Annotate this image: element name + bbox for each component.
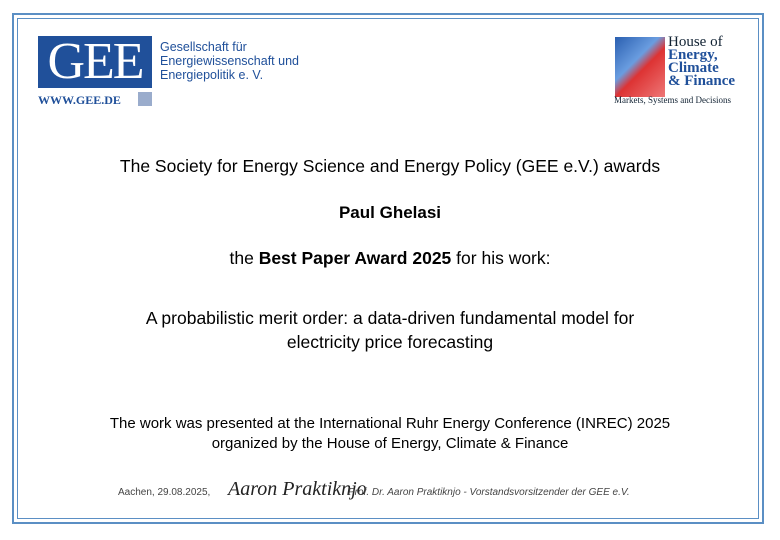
name-line: Energiepolitik e. V.	[160, 68, 264, 82]
title-line: A probabilistic merit order: a data-driv…	[145, 308, 635, 328]
gee-url: WWW.GEE.DE	[38, 93, 121, 107]
presented: The work was presented at the Internatio…	[0, 414, 780, 454]
signature: Aaron Praktiknjo	[228, 478, 367, 500]
frame	[12, 13, 764, 524]
intro: The Society for Energy Science and Energ…	[119, 156, 661, 176]
logo-line: Climate	[668, 60, 719, 76]
logo-line: House of	[668, 34, 723, 50]
frame	[17, 18, 759, 519]
recipient: Paul Ghelasi	[338, 203, 442, 222]
presented-line: organized by the House of Energy, Climat…	[211, 435, 569, 452]
name-line: Gesellschaft für	[160, 40, 247, 54]
hoe-logo: House of Energy, Climate & Finance	[668, 34, 736, 89]
logo-line: Energy,	[668, 47, 718, 63]
logo-line: & Finance	[668, 73, 736, 89]
hoe-tagline: Markets, Systems and Decisions	[614, 95, 731, 105]
gee-logo: GEE	[38, 36, 152, 88]
gee-name: Gesellschaft für Energiewissenschaft und…	[160, 40, 299, 82]
text: for his work:	[456, 248, 551, 268]
place-date: Aachen, 29.08.2025,	[118, 487, 211, 498]
logo-square	[138, 92, 152, 106]
award-line: the Best Paper Award 2025 for his work:	[0, 248, 780, 269]
name-line: Energiewissenschaft und	[160, 54, 299, 68]
title-line: electricity price forecasting	[286, 332, 494, 352]
text: the	[229, 248, 254, 268]
presented-line: The work was presented at the Internatio…	[109, 415, 671, 432]
award-name: Best Paper Award 2025	[258, 248, 452, 268]
signatory: Prof. Dr. Aaron Praktiknjo - Vorstandsvo…	[348, 487, 630, 498]
paper-title: A probabilistic merit order: a data-driv…	[0, 306, 780, 354]
hoe-logo-mark	[615, 37, 665, 97]
